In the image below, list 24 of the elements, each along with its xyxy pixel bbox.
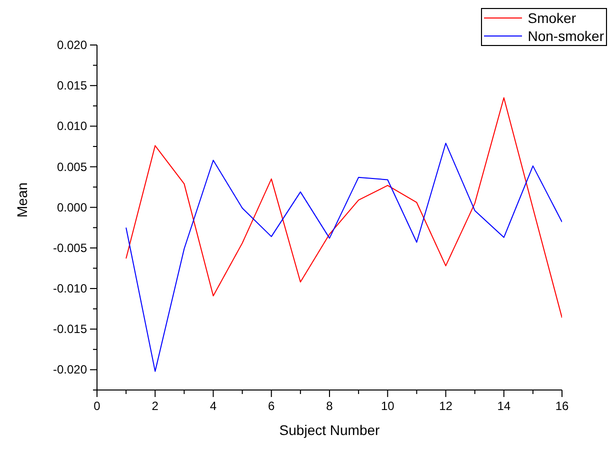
y-tick-label: -0.015 — [52, 322, 88, 336]
x-tick-label: 10 — [380, 399, 395, 413]
x-tick-label: 14 — [497, 399, 511, 413]
y-axis-title: Mean — [14, 182, 30, 218]
y-tick-label: -0.010 — [52, 282, 88, 296]
line-series — [126, 97, 562, 318]
y-tick-label: 0.000 — [56, 200, 88, 214]
y-tick-label: 0.020 — [56, 38, 88, 52]
y-tick-label: 0.005 — [56, 160, 88, 174]
x-tick-label: 16 — [555, 399, 569, 413]
x-tick-label: 0 — [94, 399, 101, 413]
y-tick-label: -0.005 — [52, 240, 88, 255]
x-tick-label: 12 — [439, 399, 453, 413]
y-tick-label: 0.015 — [56, 78, 88, 93]
legend-label: Non-smoker — [528, 27, 604, 45]
line-series — [126, 142, 562, 372]
y-tick-label: 0.010 — [56, 119, 88, 134]
legend-label: Smoker — [528, 9, 576, 27]
y-tick-label: -0.020 — [52, 362, 88, 377]
x-axis-title: Subject Number — [279, 422, 380, 438]
x-tick-label: 2 — [152, 399, 159, 413]
x-tick-label: 6 — [268, 399, 276, 413]
x-tick-label: 4 — [210, 399, 217, 413]
x-tick-label: 8 — [326, 399, 334, 413]
